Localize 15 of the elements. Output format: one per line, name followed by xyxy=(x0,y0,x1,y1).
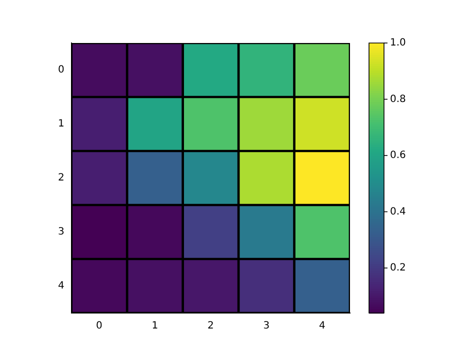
x-tick-label: 1 xyxy=(152,320,158,332)
y-tick-label: 0 xyxy=(58,64,64,76)
x-tick-label: 3 xyxy=(263,320,270,332)
y-tick-label: 1 xyxy=(58,118,64,130)
color-bar-label: 0.6 xyxy=(390,150,406,162)
y-tick-label: 4 xyxy=(58,280,64,292)
color-bar-label: 0.4 xyxy=(390,206,406,218)
x-tick-label: 2 xyxy=(207,320,214,332)
y-tick-label: 2 xyxy=(58,172,64,184)
x-tick-label: 4 xyxy=(318,320,326,332)
x-tick-label: 0 xyxy=(96,320,102,332)
color-bar-label: 0.2 xyxy=(390,262,406,274)
color-bar-label: 0.8 xyxy=(390,94,406,105)
color-bar-label: 1.0 xyxy=(390,38,406,49)
y-tick-label: 3 xyxy=(58,226,64,238)
